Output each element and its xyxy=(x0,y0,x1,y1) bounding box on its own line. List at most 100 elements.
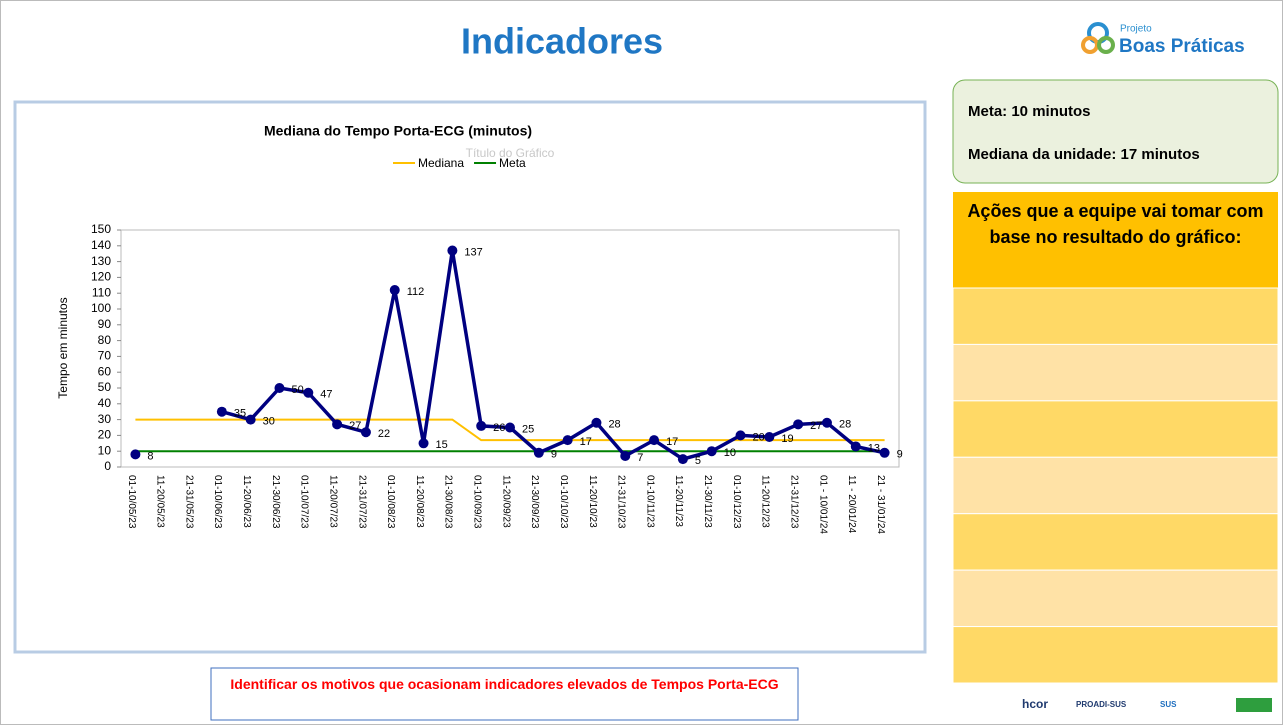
summary-goal: Meta: 10 minutos xyxy=(968,103,1091,120)
x-tick-label: 11-20/08/23 xyxy=(414,475,425,528)
point xyxy=(533,447,544,458)
point xyxy=(562,435,573,446)
action-row xyxy=(952,626,1279,684)
point xyxy=(850,441,861,452)
point xyxy=(677,454,688,465)
data-label: 50 xyxy=(291,384,303,396)
y-tick-label: 80 xyxy=(98,333,112,347)
data-label: 27 xyxy=(810,420,822,432)
y-tick-label: 40 xyxy=(98,396,112,410)
data-label: 7 xyxy=(637,452,643,464)
x-tick-label: 11-20/10/23 xyxy=(587,475,598,528)
data-label: 10 xyxy=(724,447,736,459)
data-label: 17 xyxy=(666,436,678,448)
point xyxy=(649,435,660,446)
footer-flag xyxy=(1236,698,1272,712)
data-label: 8 xyxy=(147,450,153,462)
data-label: 137 xyxy=(464,246,482,258)
data-label: 9 xyxy=(551,449,557,461)
legend-label: Mediana xyxy=(418,156,464,170)
data-label: 20 xyxy=(753,431,765,443)
y-axis-label: Tempo em minutos xyxy=(56,297,70,398)
point xyxy=(274,383,285,393)
point xyxy=(793,419,804,430)
point xyxy=(447,245,458,256)
data-label: 27 xyxy=(349,420,361,432)
x-tick-label: 01-10/05/23 xyxy=(126,475,137,529)
action-row xyxy=(952,456,1279,515)
x-tick-label: 11-20/07/23 xyxy=(327,475,338,528)
x-tick-label: 01-10/12/23 xyxy=(731,475,742,529)
point xyxy=(879,447,890,458)
y-tick-label: 130 xyxy=(91,254,111,268)
x-tick-label: 21-31/10/23 xyxy=(616,475,627,529)
logo-main: Boas Práticas xyxy=(1119,36,1245,57)
footer-logo: SUS xyxy=(1160,700,1177,709)
x-tick-label: 01-10/11/23 xyxy=(644,475,655,528)
data-label: 9 xyxy=(897,449,903,461)
data-label: 19 xyxy=(781,433,793,445)
x-tick-label: 21-30/11/23 xyxy=(702,475,713,528)
y-tick-label: 150 xyxy=(91,222,111,236)
y-tick-label: 60 xyxy=(98,364,112,378)
y-tick-label: 50 xyxy=(98,380,112,394)
x-tick-label: 21-30/08/23 xyxy=(443,475,454,529)
action-row xyxy=(952,343,1279,402)
point xyxy=(505,422,515,433)
point xyxy=(332,419,343,430)
point xyxy=(245,414,256,425)
x-tick-label: 11-20/09/23 xyxy=(500,475,511,528)
y-tick-label: 140 xyxy=(91,238,111,252)
note-box xyxy=(210,667,799,721)
x-tick-label: 01-10/09/23 xyxy=(472,475,483,529)
x-tick-label: 21-30/06/23 xyxy=(270,475,281,529)
y-tick-label: 110 xyxy=(92,285,111,299)
x-tick-label: 01-10/07/23 xyxy=(299,475,310,529)
summary-median: Mediana da unidade: 17 minutos xyxy=(968,146,1200,163)
footer-logo: hcor xyxy=(1022,697,1048,711)
data-label: 15 xyxy=(436,439,448,451)
plot-area xyxy=(120,229,900,468)
note: Identificar os motivos que ocasionam ind… xyxy=(230,676,779,692)
x-tick-label: 21-30/09/23 xyxy=(529,475,540,529)
data-label: 28 xyxy=(608,419,620,431)
logo-icon xyxy=(1097,36,1115,54)
x-tick-label: 11-20/12/23 xyxy=(760,475,771,528)
point xyxy=(706,446,717,457)
logo-small: Projeto xyxy=(1120,24,1152,35)
x-tick-label: 01 - 10/01/24 xyxy=(817,475,828,534)
data-label: 22 xyxy=(378,428,390,440)
y-tick-label: 10 xyxy=(98,443,112,457)
x-tick-label: 01-10/08/23 xyxy=(385,475,396,529)
x-tick-label: 11-20/05/23 xyxy=(155,475,166,528)
point xyxy=(476,420,487,431)
data-label: 30 xyxy=(263,416,275,428)
data-label: 35 xyxy=(234,408,246,420)
action-row xyxy=(952,287,1279,345)
series-line xyxy=(221,250,885,461)
data-label: 47 xyxy=(320,389,332,401)
chart-placeholder: Título do Gráfico xyxy=(466,146,555,160)
chart-frame xyxy=(13,100,927,654)
y-tick-label: 20 xyxy=(98,428,112,442)
y-tick-label: 120 xyxy=(91,270,111,284)
x-tick-label: 01-10/10/23 xyxy=(558,475,569,529)
data-label: 28 xyxy=(839,419,851,431)
data-label: 17 xyxy=(580,436,592,448)
action-row xyxy=(952,513,1279,571)
point xyxy=(764,431,775,442)
x-tick-label: 01-10/06/23 xyxy=(212,475,223,529)
footer-logo: PROADI-SUS xyxy=(1076,700,1127,709)
y-tick-label: 100 xyxy=(91,301,111,315)
series-line xyxy=(135,418,885,442)
point xyxy=(216,406,227,417)
x-tick-label: 11 - 20/01/24 xyxy=(846,475,857,534)
summary-box xyxy=(952,79,1279,184)
action-row xyxy=(952,400,1279,458)
x-tick-label: 21-31/12/23 xyxy=(789,475,800,529)
data-label: 25 xyxy=(522,423,534,435)
x-tick-label: 11-20/11/23 xyxy=(673,475,684,527)
data-label: 112 xyxy=(407,286,425,298)
